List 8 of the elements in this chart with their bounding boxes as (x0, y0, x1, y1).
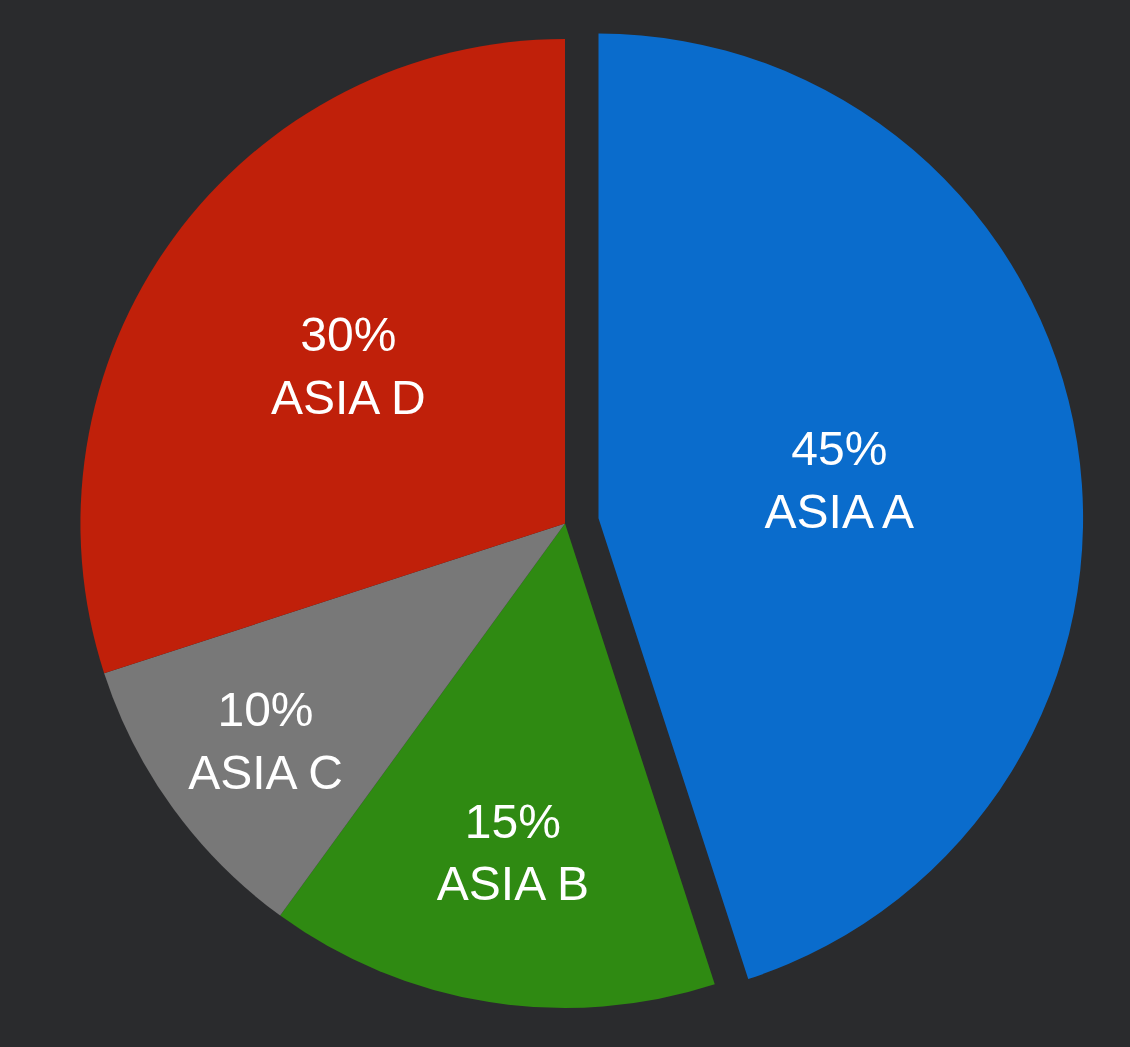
slice-label: ASIA A (764, 484, 915, 538)
slice-label: ASIA D (270, 370, 426, 424)
data-label: 45% (791, 422, 888, 476)
slice-label: ASIA B (436, 857, 589, 911)
data-label: 30% (300, 308, 397, 362)
slice-label: ASIA C (188, 745, 343, 799)
data-label: 15% (464, 794, 561, 848)
data-label: 10% (217, 683, 314, 737)
